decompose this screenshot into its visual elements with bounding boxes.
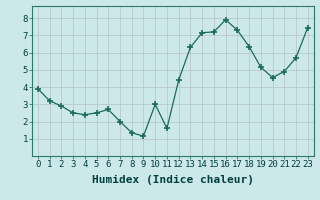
X-axis label: Humidex (Indice chaleur): Humidex (Indice chaleur) — [92, 175, 254, 185]
